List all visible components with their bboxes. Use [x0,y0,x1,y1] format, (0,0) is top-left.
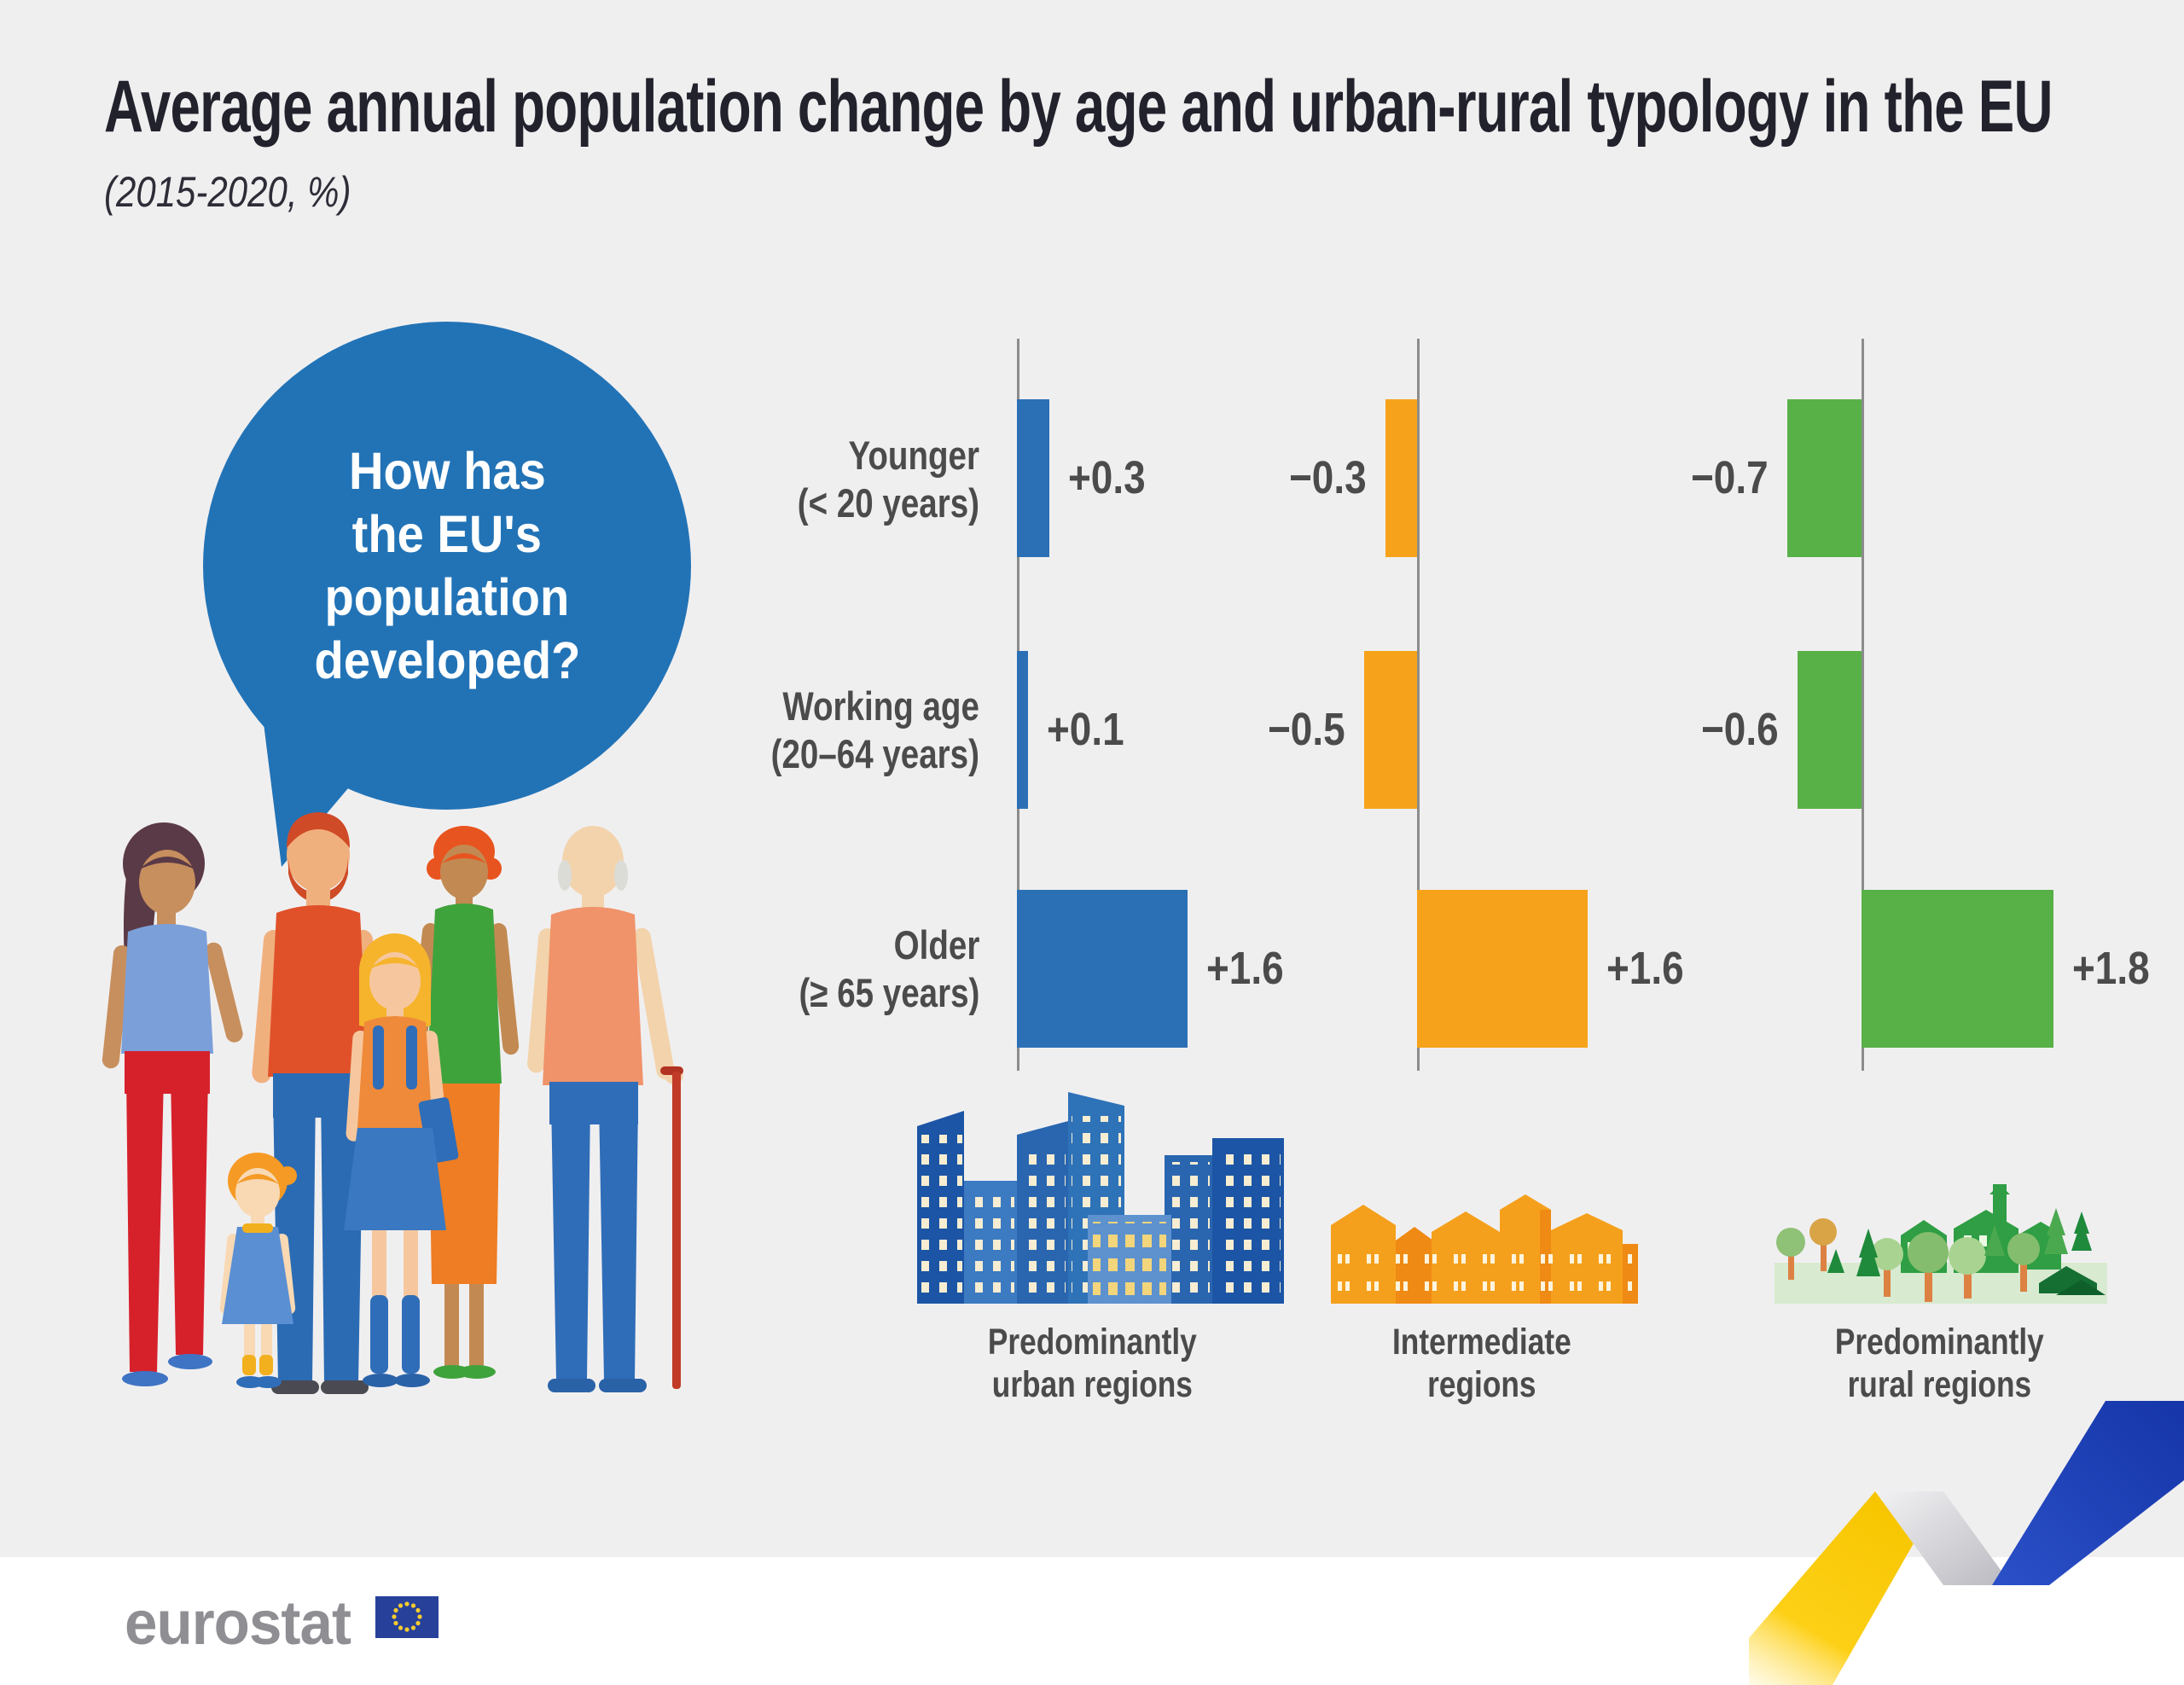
eurostat-logo-text: eurostat [125,1589,351,1658]
legend-label-line: Predominantly [987,1322,1197,1363]
row-sublabel-line: (20–64 years) [770,731,979,776]
bar-rural-2 [1862,889,2053,1048]
legend-label-urban: Predominantly urban regions [870,1321,1314,1406]
bar-value-label-rural-2: +1.8 [2072,943,2150,994]
tree-conifer [1827,1208,2092,1276]
axis-line-intermediate [1417,339,1420,1071]
woman-blue-figure [102,822,243,1386]
eu-flag-icon [375,1596,439,1638]
bar-rural-1 [1798,650,1862,809]
row-label-younger: Younger (< 20 years) [570,432,979,527]
elderly-man-figure [527,826,683,1392]
bar-value-label-intermediate-0: −0.3 [1288,452,1367,503]
woman-green-figure [410,826,520,1379]
tree-deciduous [1776,1218,2040,1302]
ribbon-decoration [1749,1401,2184,1685]
city-icon [917,1092,1284,1304]
bar-intermediate-1 [1363,650,1417,809]
speech-bubble: How has the EU's population developed? [203,322,691,810]
legend-label-line: rural regions [1847,1364,2031,1405]
eu-flag-stars [392,1601,422,1632]
page-title: Average annual population change by age … [104,66,2053,148]
schoolgirl-figure [344,933,459,1387]
bar-value-label-intermediate-2: +1.6 [1606,943,1684,994]
legend-label-line: urban regions [991,1364,1193,1405]
speech-bubble-line: population [324,568,570,626]
bar-value-label-rural-1: −0.6 [1701,704,1779,755]
row-label-line: Younger [848,433,979,478]
row-label-line: Working age [782,683,979,729]
row-label-older: Older (≥ 65 years) [570,921,979,1017]
bar-value-label-urban-2: +1.6 [1206,943,1284,994]
little-girl-figure [219,1153,297,1388]
legend-label-line: Predominantly [1834,1322,2044,1363]
family-illustration [102,812,683,1394]
bar-value-label-intermediate-1: −0.5 [1267,704,1345,755]
row-sublabel-line: (< 20 years) [797,480,979,526]
row-label-line: Older [893,922,979,967]
bar-urban-0 [1017,398,1049,557]
legend-label-rural: Predominantly rural regions [1717,1321,2161,1406]
bar-value-label-urban-1: +0.1 [1046,704,1124,755]
speech-bubble-line: developed? [314,631,580,689]
bar-intermediate-0 [1385,398,1417,557]
row-label-working-age: Working age (20–64 years) [570,683,979,778]
bar-value-label-rural-0: −0.7 [1690,452,1769,503]
speech-bubble-line: the EU's [351,505,543,563]
bar-urban-2 [1017,889,1188,1048]
town-icon [1331,1194,1638,1304]
countryside-icon [1774,1184,2107,1304]
legend-label-intermediate: Intermediate regions [1260,1321,1704,1406]
speech-bubble-line: How has [348,442,546,500]
row-sublabel-line: (≥ 65 years) [799,970,979,1015]
bar-value-label-urban-0: +0.3 [1067,452,1146,503]
bar-intermediate-2 [1417,889,1588,1048]
bar-rural-0 [1786,398,1862,557]
bar-urban-1 [1017,650,1028,809]
page-subtitle: (2015-2020, %) [104,168,351,216]
legend-label-line: regions [1427,1364,1536,1405]
legend-label-line: Intermediate [1392,1322,1571,1363]
axis-line-rural [1862,339,1864,1071]
